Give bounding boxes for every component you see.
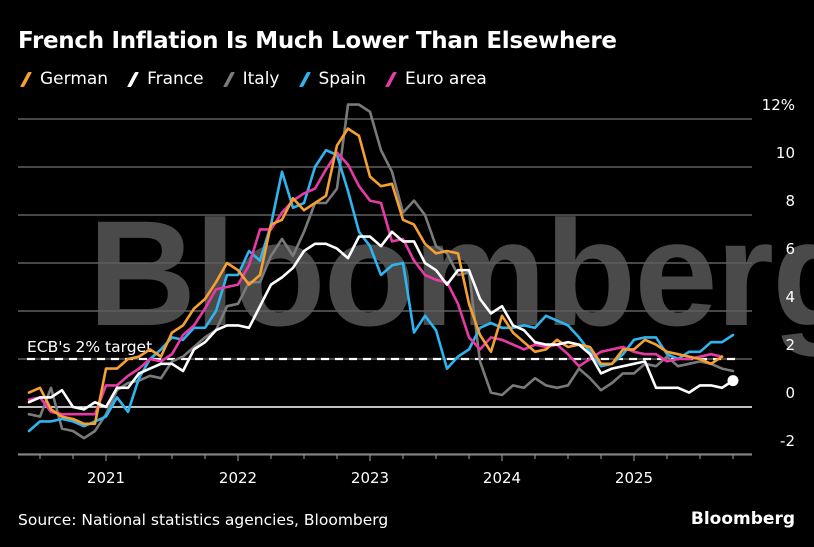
legend-item-italy: Italy xyxy=(221,69,280,89)
legend-item-france: France xyxy=(125,69,204,89)
ecb-target-label: ECB's 2% target xyxy=(27,338,152,356)
legend-item-spain: Spain xyxy=(297,69,367,89)
series-line-france xyxy=(27,230,735,411)
gridlines-overlay xyxy=(18,118,752,456)
legend: German France Italy Spain Euro area xyxy=(18,69,504,89)
y-tick-label: -2 xyxy=(780,432,795,450)
legend-label: Spain xyxy=(318,69,367,89)
legend-label: Italy xyxy=(242,69,280,89)
x-tick-label: 2021 xyxy=(87,469,125,487)
legend-item-german: German xyxy=(18,69,108,89)
x-tick-label: 2023 xyxy=(351,469,389,487)
watermark: Bloomberg xyxy=(88,189,814,357)
y-tick-label: 0 xyxy=(785,384,795,402)
series-lines xyxy=(27,103,739,440)
series-line-euro-area xyxy=(27,151,724,416)
y-tick-label: 6 xyxy=(785,240,795,258)
x-tick-label: 2024 xyxy=(483,469,521,487)
legend-label: France xyxy=(147,69,204,89)
x-tick-label: 2022 xyxy=(219,469,257,487)
legend-label: Euro area xyxy=(405,69,487,89)
brand-logo: Bloomberg xyxy=(690,509,795,529)
y-tick-label: 4 xyxy=(785,288,795,306)
y-tick-label: 10 xyxy=(776,144,795,162)
y-axis: -2 0 2 4 6 8 10 12% xyxy=(762,96,795,450)
x-tick-label: 2025 xyxy=(615,469,653,487)
ecb-target: ECB's 2% target xyxy=(27,338,740,361)
legend-label: German xyxy=(40,69,109,89)
end-marker-france xyxy=(727,375,739,387)
x-axis: 2021 2022 2023 2024 2025 xyxy=(18,453,752,487)
series-line-italy xyxy=(27,103,735,440)
y-tick-label: 12% xyxy=(762,96,795,114)
y-tick-label: 8 xyxy=(785,192,795,210)
y-tick-label: 2 xyxy=(785,336,795,354)
chart-title: French Inflation Is Much Lower Than Else… xyxy=(18,28,617,54)
source-note: Source: National statistics agencies, Bl… xyxy=(18,511,389,529)
legend-item-euro-area: Euro area xyxy=(383,69,487,89)
series-line-german xyxy=(27,127,724,426)
